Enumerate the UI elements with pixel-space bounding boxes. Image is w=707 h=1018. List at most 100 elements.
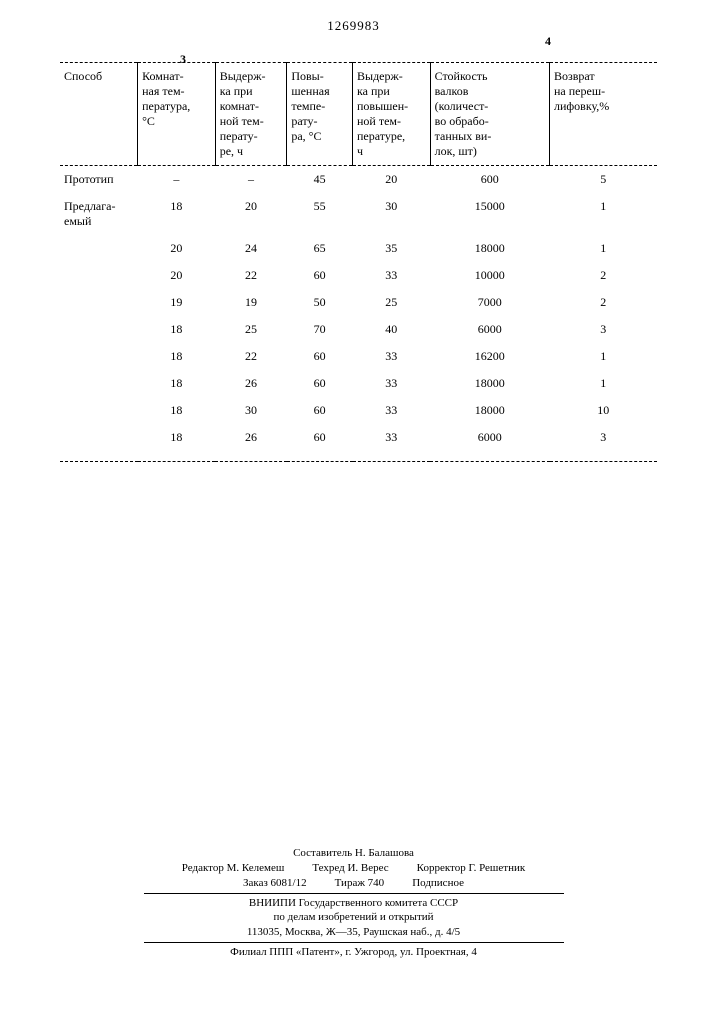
cell-durability: 15000 (430, 193, 549, 235)
cell-hold-room: 26 (215, 424, 287, 462)
col-header-elev-temp: Повы-шеннаятемпе-рату-ра, °С (287, 63, 353, 166)
table-header-row: Способ Комнат-ная тем-пература,°С Выдерж… (60, 63, 657, 166)
table-row: Прототип––45206005 (60, 166, 657, 194)
cell-room-temp: 18 (138, 316, 216, 343)
cell-hold-room: 25 (215, 316, 287, 343)
podpis-text: Подписное (412, 876, 464, 891)
page-number-left: 3 (180, 52, 186, 67)
cell-hold-room: 26 (215, 370, 287, 397)
cell-hold-elev: 30 (353, 193, 431, 235)
cell-method (60, 424, 138, 462)
cell-return: 1 (550, 193, 658, 235)
table-row: 18266033180001 (60, 370, 657, 397)
cell-hold-elev: 33 (353, 343, 431, 370)
cell-return: 3 (550, 424, 658, 462)
compiler-line: Составитель Н. Балашова (0, 846, 707, 861)
table-row: 1825704060003 (60, 316, 657, 343)
cell-hold-room: – (215, 166, 287, 194)
addr-line-1: 113035, Москва, Ж—35, Раушская наб., д. … (0, 925, 707, 940)
cell-hold-room: 22 (215, 343, 287, 370)
cell-return: 1 (550, 235, 658, 262)
cell-hold-elev: 40 (353, 316, 431, 343)
editor-text: Редактор М. Келемеш (182, 861, 285, 876)
cell-durability: 18000 (430, 397, 549, 424)
col-header-room-temp: Комнат-ная тем-пература,°С (138, 63, 216, 166)
org-line-2: по делам изобретений и открытий (0, 910, 707, 925)
cell-hold-elev: 25 (353, 289, 431, 316)
col-header-return: Возвратна переш-лифовку,% (550, 63, 658, 166)
cell-method (60, 370, 138, 397)
cell-return: 5 (550, 166, 658, 194)
cell-room-temp: 18 (138, 370, 216, 397)
cell-elev-temp: 65 (287, 235, 353, 262)
cell-elev-temp: 45 (287, 166, 353, 194)
cell-method (60, 235, 138, 262)
cell-room-temp: 18 (138, 193, 216, 235)
editor-row: Редактор М. Келемеш Техред И. Верес Корр… (0, 861, 707, 876)
table-row: 20226033100002 (60, 262, 657, 289)
cell-room-temp: 20 (138, 262, 216, 289)
data-table: Способ Комнат-ная тем-пература,°С Выдерж… (60, 62, 657, 462)
cell-hold-elev: 33 (353, 262, 431, 289)
cell-room-temp: – (138, 166, 216, 194)
cell-hold-elev: 33 (353, 397, 431, 424)
cell-durability: 7000 (430, 289, 549, 316)
tirage-text: Тираж 740 (335, 876, 385, 891)
cell-durability: 6000 (430, 316, 549, 343)
cell-method (60, 289, 138, 316)
table-body: Прототип––45206005Предлага-емый182055301… (60, 166, 657, 462)
table-row: 20246535180001 (60, 235, 657, 262)
order-row: Заказ 6081/12 Тираж 740 Подписное (0, 876, 707, 891)
cell-elev-temp: 60 (287, 262, 353, 289)
table-row: 1826603360003 (60, 424, 657, 462)
corrector-text: Корректор Г. Решетник (417, 861, 526, 876)
cell-room-temp: 18 (138, 424, 216, 462)
cell-return: 1 (550, 343, 658, 370)
cell-elev-temp: 60 (287, 397, 353, 424)
cell-room-temp: 19 (138, 289, 216, 316)
order-text: Заказ 6081/12 (243, 876, 307, 891)
cell-elev-temp: 60 (287, 343, 353, 370)
table-row: 1919502570002 (60, 289, 657, 316)
cell-durability: 16200 (430, 343, 549, 370)
cell-method (60, 397, 138, 424)
cell-elev-temp: 55 (287, 193, 353, 235)
cell-return: 3 (550, 316, 658, 343)
cell-return: 2 (550, 289, 658, 316)
cell-method (60, 262, 138, 289)
page-marks: 3 4 (0, 34, 707, 52)
cell-elev-temp: 70 (287, 316, 353, 343)
cell-hold-room: 19 (215, 289, 287, 316)
col-header-hold-room: Выдерж-ка прикомнат-ной тем-перату-ре, ч (215, 63, 287, 166)
cell-hold-room: 24 (215, 235, 287, 262)
imprint-footer: Составитель Н. Балашова Редактор М. Келе… (0, 846, 707, 960)
cell-return: 2 (550, 262, 658, 289)
cell-method (60, 316, 138, 343)
col-header-durability: Стойкостьвалков(количест-во обрабо-танны… (430, 63, 549, 166)
cell-hold-room: 22 (215, 262, 287, 289)
cell-method (60, 343, 138, 370)
cell-room-temp: 18 (138, 397, 216, 424)
cell-hold-elev: 35 (353, 235, 431, 262)
footer-divider-1 (144, 893, 564, 894)
cell-durability: 18000 (430, 370, 549, 397)
cell-hold-room: 30 (215, 397, 287, 424)
col-header-method: Способ (60, 63, 138, 166)
cell-method: Прототип (60, 166, 138, 194)
cell-method: Предлага-емый (60, 193, 138, 235)
col-header-hold-elev: Выдерж-ка приповышен-ной тем-пературе,ч (353, 63, 431, 166)
table-wrapper: Способ Комнат-ная тем-пература,°С Выдерж… (60, 62, 657, 462)
document-number: 1269983 (0, 18, 707, 34)
cell-hold-elev: 33 (353, 370, 431, 397)
table-row: Предлага-емый18205530150001 (60, 193, 657, 235)
cell-hold-room: 20 (215, 193, 287, 235)
cell-return: 1 (550, 370, 658, 397)
addr-line-2: Филиал ППП «Патент», г. Ужгород, ул. Про… (0, 945, 707, 960)
cell-elev-temp: 50 (287, 289, 353, 316)
cell-hold-elev: 20 (353, 166, 431, 194)
table-row: 18226033162001 (60, 343, 657, 370)
cell-elev-temp: 60 (287, 424, 353, 462)
cell-room-temp: 18 (138, 343, 216, 370)
footer-divider-2 (144, 942, 564, 943)
table-row: 183060331800010 (60, 397, 657, 424)
